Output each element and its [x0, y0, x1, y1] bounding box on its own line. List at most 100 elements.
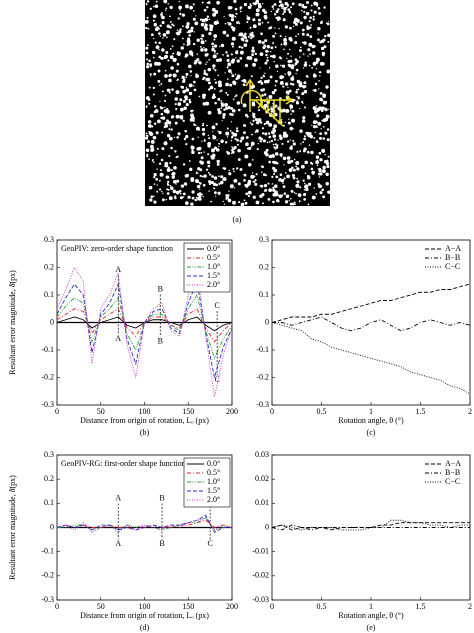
speckle-dot: [246, 15, 248, 17]
speckle-dot: [220, 100, 223, 102]
y-tick-label: -0.2: [256, 372, 269, 381]
speckle-dot: [243, 131, 246, 135]
speckle-dot: [207, 67, 212, 72]
speckle-dot: [315, 155, 320, 159]
speckle-dot: [195, 124, 197, 127]
speckle-dot: [244, 113, 248, 117]
speckle-dot: [184, 55, 187, 58]
speckle-dot: [150, 33, 154, 37]
speckle-dot: [166, 36, 168, 39]
speckle-dot: [146, 62, 150, 66]
speckle-dot: [284, 1, 289, 6]
speckle-dot: [301, 4, 305, 8]
speckle-dot: [208, 88, 211, 91]
speckle-dot: [148, 158, 150, 161]
x-axis-label: Distance from origin of rotation, Lₒ (px…: [80, 611, 209, 620]
speckle-dot: [181, 13, 186, 17]
speckle-dot: [268, 27, 271, 30]
speckle-dot: [202, 132, 206, 136]
speckle-dot: [321, 169, 326, 174]
speckle-dot: [251, 31, 254, 34]
series-line: [57, 293, 232, 360]
speckle-dot: [284, 121, 287, 124]
speckle-dot: [153, 200, 157, 204]
speckle-dot: [318, 176, 320, 178]
speckle-dot: [249, 26, 252, 29]
speckle-dot: [310, 150, 314, 155]
speckle-dot: [313, 187, 315, 189]
speckle-dot: [327, 40, 330, 43]
speckle-dot: [280, 155, 283, 158]
speckle-dot: [171, 45, 174, 48]
x-tick-label: 0: [55, 602, 59, 611]
speckle-dot: [318, 12, 322, 15]
speckle-dot: [290, 55, 292, 57]
speckle-dot: [294, 41, 298, 45]
chart-caption: (d): [140, 623, 150, 632]
speckle-dot: [301, 100, 304, 103]
x-tick-label: 0.5: [317, 407, 327, 416]
speckle-dot: [194, 21, 199, 26]
speckle-dot: [158, 41, 161, 45]
speckle-dot: [153, 122, 157, 126]
speckle-dot: [211, 148, 216, 153]
legend-label: C−C: [445, 477, 460, 486]
speckle-dot: [311, 195, 316, 200]
speckle-dot: [145, 51, 149, 55]
speckle-dot: [252, 195, 256, 199]
speckle-dot: [239, 139, 243, 143]
speckle-dot: [323, 160, 328, 164]
speckle-dot: [281, 118, 283, 121]
speckle-dot: [224, 72, 226, 74]
speckle-dot: [292, 75, 294, 78]
speckle-dot: [321, 62, 325, 66]
speckle-dot: [214, 69, 217, 72]
speckle-dot: [312, 125, 317, 129]
speckle-dot: [185, 76, 188, 78]
speckle-dot: [323, 45, 327, 49]
speckle-dot: [310, 167, 314, 171]
speckle-dot: [244, 32, 247, 36]
speckle-dot: [155, 177, 158, 181]
speckle-dot: [192, 119, 195, 122]
speckle-dot: [312, 73, 317, 78]
speckle-dot: [327, 33, 331, 37]
x-tick-label: 1: [369, 602, 373, 611]
speckle-dot: [247, 190, 252, 195]
speckle-dot: [271, 90, 276, 95]
speckle-dot: [191, 150, 195, 155]
speckle-dot: [174, 196, 177, 200]
speckle-dot: [198, 95, 201, 98]
speckle-dot: [245, 81, 247, 84]
chart-caption: (e): [367, 623, 376, 632]
speckle-dot: [208, 81, 211, 85]
speckle-dot: [290, 6, 293, 9]
speckle-dot: [189, 5, 194, 10]
speckle-dot: [327, 155, 330, 158]
speckle-dot: [262, 139, 266, 143]
speckle-dot: [325, 85, 329, 89]
speckle-dot: [145, 136, 149, 140]
speckle-dot: [221, 102, 224, 105]
speckle-dot: [169, 136, 173, 141]
speckle-dot: [166, 133, 171, 138]
speckle-dot: [241, 79, 243, 82]
speckle-dot: [306, 1, 310, 5]
speckle-dot: [295, 90, 298, 94]
speckle-dot: [219, 181, 224, 185]
speckle-dot: [201, 193, 204, 196]
speckle-dot: [272, 186, 275, 189]
speckle-dot: [257, 18, 261, 22]
speckle-dot: [301, 164, 305, 169]
speckle-dot: [295, 72, 297, 75]
legend-label: C−C: [445, 262, 460, 271]
speckle-dot: [245, 192, 249, 196]
x-tick-label: 50: [97, 602, 105, 611]
speckle-dot: [296, 95, 298, 98]
speckle-dot: [188, 64, 192, 69]
legend-label: 0.5°: [207, 468, 220, 477]
speckle-dot: [261, 41, 265, 45]
speckle-dot: [185, 86, 187, 88]
speckle-dot: [227, 5, 232, 10]
speckle-dot: [196, 38, 200, 42]
